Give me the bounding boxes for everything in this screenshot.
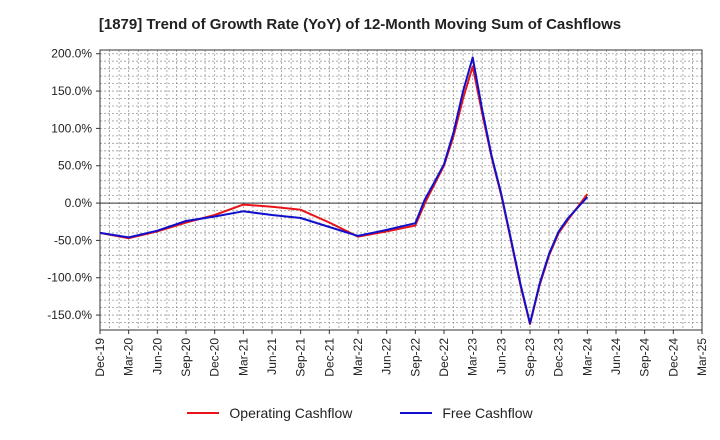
x-tick-label: Jun-24 — [609, 338, 623, 375]
series-line-free-cashflow — [99, 56, 589, 325]
x-tick-label: Dec-22 — [437, 338, 451, 377]
chart-title: [1879] Trend of Growth Rate (YoY) of 12-… — [98, 16, 622, 33]
x-tick-label: Dec-24 — [666, 338, 680, 377]
x-tick-label: Dec-23 — [552, 338, 566, 377]
legend-item-operating-cashflow: Operating Cashflow — [187, 405, 352, 421]
y-tick-label: -50.0% — [54, 233, 92, 247]
x-tick-label: Jun-23 — [494, 338, 508, 375]
plot-background — [100, 50, 702, 330]
x-tick-label: Jun-22 — [380, 338, 394, 375]
x-tick-label: Sep-21 — [294, 338, 308, 377]
legend-swatch-operating-cashflow — [187, 412, 220, 414]
x-tick-label: Sep-24 — [638, 338, 652, 377]
y-tick-label: -100.0% — [47, 271, 92, 285]
legend-item-free-cashflow: Free Cashflow — [400, 405, 533, 421]
x-tick-label: Mar-21 — [236, 338, 250, 376]
x-tick-label: Jun-21 — [265, 338, 279, 375]
y-tick-label: 100.0% — [51, 121, 92, 135]
y-tick-label: -150.0% — [47, 308, 92, 322]
x-tick-label: Mar-25 — [695, 338, 709, 376]
y-tick-label: 50.0% — [58, 159, 92, 173]
x-tick-label: Mar-20 — [122, 338, 136, 376]
x-tick-label: Dec-19 — [93, 338, 107, 377]
plot-area: 200.0% 150.0% 100.0% 50.0% 0.0% -50.0% -100.0%… — [47, 47, 709, 377]
x-tick-label: Dec-20 — [208, 338, 222, 377]
legend-swatch-free-cashflow — [400, 412, 433, 414]
plot-border — [99, 49, 703, 331]
x-tick-label: Jun-20 — [150, 338, 164, 375]
x-tick-label: Dec-21 — [322, 338, 336, 377]
y-tick-label: 200.0% — [51, 47, 92, 61]
legend-label-free-cashflow: Free Cashflow — [442, 405, 533, 421]
x-tick-label: Sep-23 — [523, 338, 537, 377]
legend: Operating Cashflow Free Cashflow — [0, 405, 720, 421]
x-tick-label: Sep-22 — [408, 338, 422, 377]
x-tick-label: Sep-20 — [179, 338, 193, 377]
x-tick-label: Mar-23 — [466, 338, 480, 376]
x-tick-label: Mar-22 — [351, 338, 365, 376]
y-tick-label: 150.0% — [51, 84, 92, 98]
x-tick-label: Mar-24 — [580, 338, 594, 376]
legend-label-operating-cashflow: Operating Cashflow — [229, 405, 353, 421]
y-tick-label: 0.0% — [65, 196, 93, 210]
